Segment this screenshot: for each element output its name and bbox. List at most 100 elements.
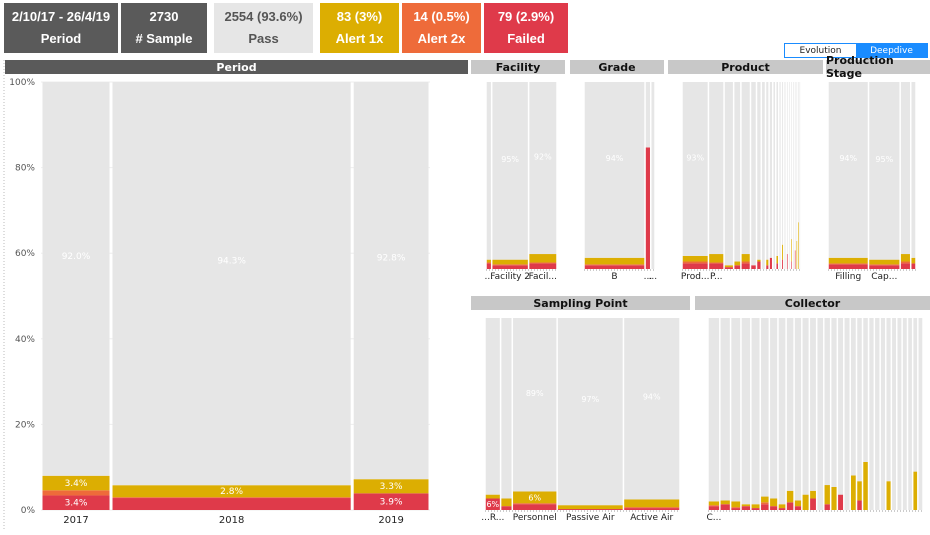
bar-segment-alert1 [766, 259, 769, 266]
bar-segment-failed [757, 261, 761, 269]
bar-segment-alert1 [584, 257, 645, 265]
bar-segment-pass [828, 82, 868, 258]
kpi-card-1: 2730 # Sample [121, 3, 207, 53]
bar-segment-failed [741, 263, 750, 269]
bar-segment-alert2 [741, 261, 750, 264]
data-label: 94% [643, 393, 661, 402]
bar-segment-failed [838, 494, 844, 510]
x-tick-label: ... [644, 272, 653, 282]
bar-segment-failed [501, 506, 512, 510]
bar-segment-alert1 [557, 505, 623, 510]
data-label: 92.8% [377, 254, 406, 264]
x-tick-label: B [611, 272, 617, 282]
bar-segment-alert1 [886, 481, 891, 510]
view-toggle[interactable]: Evolution Deepdive [784, 43, 928, 58]
bar-segment-alert1 [708, 501, 720, 506]
bar-segment-pass [501, 318, 512, 499]
bar-segment-pass [485, 318, 500, 495]
bar-segment-failed [112, 498, 351, 510]
bar-segment-alert1 [778, 504, 786, 509]
bar-segment-failed [624, 508, 680, 510]
deepdive-tab[interactable]: Deepdive [856, 44, 927, 57]
bar-segment-pass [757, 82, 761, 260]
bar-segment-alert2 [869, 264, 900, 266]
bar-segment-pass [802, 318, 809, 495]
bar-segment-alert1 [900, 254, 910, 262]
x-tick-label: C... [706, 513, 721, 523]
bar-segment-failed [769, 257, 772, 269]
data-label: 3.3% [380, 482, 403, 492]
bar-segment-pass [682, 82, 708, 256]
bar-segment-pass [838, 318, 844, 495]
bar-segment-alert1 [796, 240, 798, 269]
x-tick-label: ...R... [481, 513, 504, 523]
kpi-card-0: 2/10/17 - 26/4/19 Period [4, 3, 118, 53]
bar-segment-failed [513, 504, 557, 510]
chart-header-3: Product [668, 60, 823, 74]
bar-segment-alert1 [720, 500, 730, 505]
kpi-value: 2730 [149, 9, 179, 24]
kpi-value: 79 (2.9%) [497, 9, 555, 24]
evolution-tab[interactable]: Evolution [785, 44, 856, 57]
bar-segment-pass [875, 318, 880, 510]
data-label: 3.9% [380, 498, 403, 508]
bar-segment-pass [900, 82, 910, 255]
bar-segment-pass [112, 82, 351, 486]
bar-segment-failed [782, 259, 784, 269]
bar-segment-alert1 [869, 259, 900, 265]
chart-header-2: Grade [570, 60, 664, 74]
x-tick-label: Passive Air [566, 513, 615, 523]
bar-segment-pass [863, 318, 868, 462]
bar-segment-alert1 [112, 485, 351, 498]
bar-segment-alert2 [708, 505, 720, 507]
bar-segment-failed [828, 264, 868, 269]
bar-segment-pass [557, 318, 623, 506]
chart-header-0: Period [5, 60, 468, 74]
x-tick-label: 2018 [219, 515, 244, 526]
bar-segment-alert1 [492, 259, 528, 265]
bar-segment-pass [908, 318, 912, 510]
x-tick-label: 2019 [378, 515, 403, 526]
bar-segment-pass [761, 318, 769, 497]
y-tick-label: 100% [9, 78, 35, 88]
kpi-label: Pass [248, 31, 279, 46]
bar-segment-alert1 [782, 244, 784, 260]
bar-segment-alert1 [791, 239, 792, 262]
x-tick-label: P... [710, 272, 723, 282]
data-label: 6% [528, 493, 541, 502]
bar-segment-pass [892, 318, 896, 510]
bar-segment-alert2 [492, 264, 528, 266]
kpi-label: Failed [507, 31, 545, 46]
bar-segment-alert1 [761, 496, 769, 503]
bar-segment-pass [784, 82, 786, 269]
y-tick-label: 20% [15, 420, 35, 430]
bar-segment-alert1 [851, 475, 856, 510]
bar-segment-failed [786, 502, 794, 510]
data-label: 97% [581, 395, 599, 404]
bar-segment-pass [724, 82, 733, 266]
bar-segment-alert2 [624, 507, 680, 509]
bar-segment-alert2 [529, 262, 557, 264]
bar-segment-failed [724, 267, 733, 269]
bar-segment-failed [708, 506, 720, 510]
bar-segment-alert1 [913, 471, 918, 510]
bar-segment-pass [799, 82, 801, 269]
data-label: 94% [839, 154, 857, 163]
bar-segment-pass [918, 318, 923, 510]
bar-segment-failed [776, 263, 778, 269]
bar-segment-failed [770, 506, 778, 510]
x-tick-label: Cap... [871, 272, 897, 282]
x-tick-label: Filling [835, 272, 861, 282]
bar-segment-alert1 [828, 257, 868, 264]
bar-segment-alert1 [624, 499, 680, 508]
bar-segment-alert1 [485, 494, 500, 499]
bar-segment-alert1 [831, 486, 837, 510]
data-label: 89% [526, 389, 544, 398]
bar-segment-alert1 [857, 481, 862, 501]
x-tick-label: Prod... [681, 272, 710, 282]
kpi-value: 2/10/17 - 26/4/19 [11, 9, 111, 24]
bar-segment-alert1 [802, 494, 809, 510]
bar-segment-pass [773, 82, 775, 269]
bar-segment-pass [897, 318, 902, 510]
y-tick-label: 80% [15, 164, 35, 174]
